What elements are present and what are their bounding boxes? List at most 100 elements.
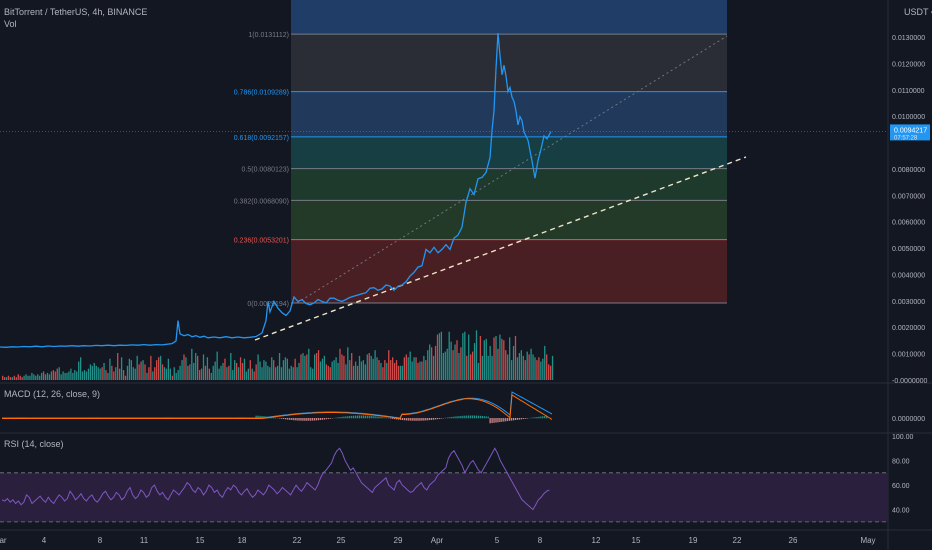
price-axis-tick: 0.0020000 <box>892 325 925 332</box>
x-axis-tick: Apr <box>431 536 444 545</box>
volume-bar <box>483 340 485 380</box>
macd-histogram-bar <box>446 417 448 419</box>
volume-bar <box>317 350 320 380</box>
currency-selector[interactable]: USDT ▾ <box>904 7 932 17</box>
macd-histogram-bar <box>530 417 532 419</box>
macd-histogram-bar <box>275 417 277 419</box>
volume-bar <box>501 338 503 380</box>
x-axis-tick: 4 <box>42 536 47 545</box>
macd-histogram-bar <box>507 418 509 422</box>
volume-bar <box>384 360 386 380</box>
price-axis-tick: 0.0030000 <box>892 299 925 306</box>
macd-histogram-bar <box>261 415 263 419</box>
volume-bar <box>423 355 425 380</box>
trend-line-dashed <box>254 156 747 341</box>
fib-zone <box>291 136 727 169</box>
volume-bar <box>360 361 363 380</box>
volume-bar <box>356 365 359 380</box>
volume-bar <box>208 368 210 380</box>
volume-bar <box>516 357 519 380</box>
volume-bar <box>335 357 337 380</box>
macd-histogram-bar <box>432 418 435 420</box>
volume-bar <box>210 372 212 380</box>
macd-histogram-bar <box>392 418 394 419</box>
price-axis-tick: 0.0010000 <box>892 352 925 359</box>
volume-bar <box>171 375 173 380</box>
volume-bar <box>66 372 68 380</box>
price-axis-tick: -0.0000000 <box>892 378 928 385</box>
volume-bar <box>477 362 480 380</box>
volume-bar <box>253 371 255 380</box>
fib-level-label: 0.5(0.0080123) <box>242 167 289 174</box>
volume-bar <box>512 345 515 380</box>
volume-bar <box>532 354 534 380</box>
volume-bar <box>146 372 148 380</box>
volume-bar <box>485 338 487 380</box>
volume-bar <box>276 365 279 380</box>
macd-histogram-bar <box>413 418 415 421</box>
volume-bar <box>80 357 82 380</box>
macd-histogram-bar <box>323 418 326 420</box>
volume-bar <box>510 360 513 380</box>
price-axis-tick: 0.0060000 <box>892 220 925 227</box>
volume-bar <box>331 361 333 380</box>
rsi-line <box>1 447 550 511</box>
macd-histogram-bar <box>536 417 538 419</box>
macd-histogram-bar <box>310 418 312 421</box>
macd-histogram-bar <box>499 418 501 423</box>
macd-histogram-bar <box>493 418 495 423</box>
volume-bar <box>534 357 536 380</box>
volume-bar <box>70 368 72 380</box>
volume-bar <box>136 355 138 380</box>
macd-histogram-bar <box>292 418 294 421</box>
macd-histogram-bar <box>403 418 405 421</box>
volume-bar <box>454 344 456 380</box>
price-axis-tick: 0.0040000 <box>892 272 925 279</box>
volume-bar <box>304 355 306 380</box>
volume-bar <box>124 375 127 380</box>
volume-bar <box>551 355 554 380</box>
volume-bar <box>470 354 472 380</box>
volume-bar <box>107 372 109 380</box>
price-axis-tick: 0.0130000 <box>892 35 925 42</box>
macd-histogram-bar <box>298 418 300 421</box>
macd-histogram-bar <box>448 417 450 419</box>
volume-bar <box>19 375 21 380</box>
volume-bar <box>413 357 415 380</box>
macd-histogram-bar <box>382 417 384 419</box>
volume-bar <box>315 353 318 380</box>
macd-histogram-bar <box>384 417 386 419</box>
volume-bar <box>378 360 380 380</box>
price-line <box>0 32 552 348</box>
volume-bar <box>249 360 251 380</box>
volume-bar <box>473 343 476 380</box>
volume-bar <box>479 335 482 380</box>
volume-bar <box>347 347 349 380</box>
volume-bar <box>353 365 355 380</box>
volume-bar <box>292 367 294 380</box>
volume-bar <box>370 355 372 380</box>
volume-bar <box>120 357 123 380</box>
macd-histogram-bar <box>368 415 370 419</box>
volume-bar <box>78 361 80 380</box>
volume-bar <box>177 370 179 380</box>
macd-histogram-bar <box>259 415 261 419</box>
rsi-axis-tick: 100.00 <box>892 434 914 441</box>
volume-bar <box>399 365 402 380</box>
macd-histogram-bar <box>386 417 388 419</box>
macd-histogram-bar <box>512 418 515 421</box>
volume-bar <box>286 358 288 380</box>
volume-bar <box>475 330 478 380</box>
macd-histogram-bar <box>534 417 536 419</box>
volume-bar <box>528 354 530 380</box>
volume-label: Vol <box>4 19 17 29</box>
volume-bar <box>278 353 281 380</box>
x-axis-tick: 22 <box>293 536 302 545</box>
volume-bar <box>458 353 460 380</box>
volume-bar <box>546 354 548 380</box>
volume-bar <box>306 354 308 380</box>
volume-bar <box>263 360 265 380</box>
macd-histogram-bar <box>306 418 308 421</box>
volume-bar <box>115 367 117 380</box>
